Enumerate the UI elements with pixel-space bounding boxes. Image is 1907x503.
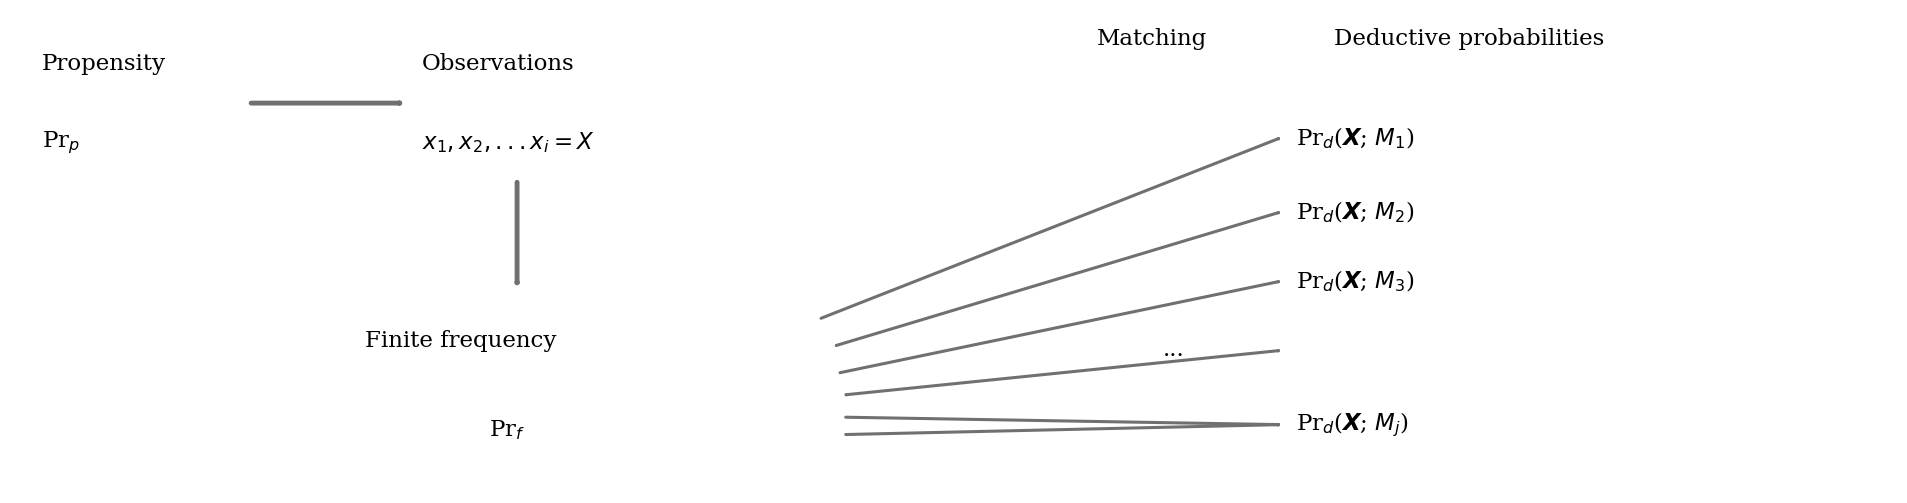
Text: Pr$_d$($\boldsymbol{X}$; $\boldsymbol{M_1}$): Pr$_d$($\boldsymbol{X}$; $\boldsymbol{M_…	[1295, 125, 1413, 150]
Text: Pr$_d$($\boldsymbol{X}$; $\boldsymbol{M_j}$): Pr$_d$($\boldsymbol{X}$; $\boldsymbol{M_…	[1295, 410, 1407, 439]
Text: Finite frequency: Finite frequency	[364, 329, 557, 352]
Text: $x_1, x_2, ...x_i$$=$$X$: $x_1, x_2, ...x_i$$=$$X$	[421, 130, 595, 155]
Text: Pr$_d$($\boldsymbol{X}$; $\boldsymbol{M_2}$): Pr$_d$($\boldsymbol{X}$; $\boldsymbol{M_…	[1295, 199, 1413, 225]
Text: Pr$_d$($\boldsymbol{X}$; $\boldsymbol{M_3}$): Pr$_d$($\boldsymbol{X}$; $\boldsymbol{M_…	[1295, 268, 1413, 294]
Text: ...: ...	[1163, 340, 1184, 362]
Text: Pr$_f$: Pr$_f$	[488, 417, 524, 442]
Text: Matching: Matching	[1097, 28, 1205, 50]
Text: Propensity: Propensity	[42, 52, 166, 74]
Text: Observations: Observations	[421, 52, 574, 74]
Text: Deductive probabilities: Deductive probabilities	[1333, 28, 1604, 50]
Text: Pr$_p$: Pr$_p$	[42, 129, 80, 156]
